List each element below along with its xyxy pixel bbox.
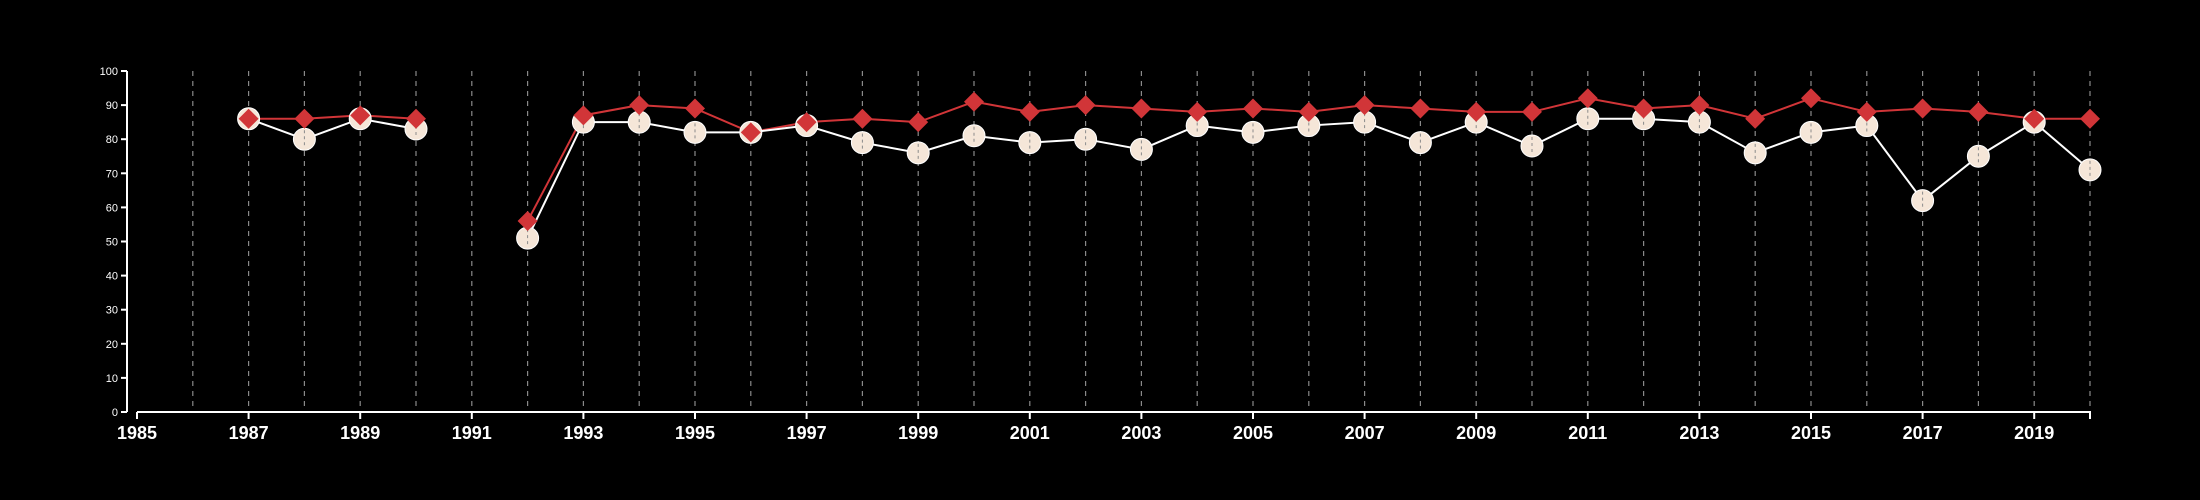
x-tick-label: 1997 — [787, 423, 827, 443]
data-point-diamond — [1856, 101, 1877, 122]
data-point-diamond — [2080, 108, 2100, 129]
y-tick-label: 10 — [106, 373, 118, 385]
y-axis-ticks: 0 10 20 30 40 50 60 70 80 90 100 — [100, 66, 127, 419]
x-tick-label: 1989 — [340, 423, 380, 443]
data-point-diamond — [517, 211, 538, 232]
data-point-diamond — [2024, 108, 2045, 129]
x-axis-ticks: 1985 1987 1989 1991 1993 1995 1997 1999 2001 2003… — [117, 412, 2091, 443]
data-point-diamond — [1466, 101, 1487, 122]
y-tick-label: 90 — [106, 100, 118, 112]
y-tick-label: 70 — [106, 168, 118, 180]
x-tick-label: 1991 — [452, 423, 492, 443]
y-tick-label: 30 — [106, 305, 118, 317]
data-point-diamond — [238, 108, 259, 129]
data-point-diamond — [1522, 101, 1542, 122]
data-point-diamond — [294, 108, 315, 129]
series-line-circle — [248, 117, 417, 141]
data-point-diamond — [1633, 98, 1654, 119]
y-tick-label: 100 — [100, 66, 118, 78]
data-point-diamond — [852, 108, 873, 129]
vertical-gridlines — [192, 71, 2091, 412]
data-point-diamond — [1298, 101, 1319, 122]
y-tick-label: 40 — [106, 271, 118, 283]
data-point-diamond — [964, 91, 984, 112]
data-point-diamond — [629, 95, 650, 116]
data-point-diamond — [1243, 98, 1263, 119]
y-tick-label: 0 — [112, 407, 118, 419]
data-point-diamond — [1745, 108, 1766, 129]
x-tick-label: 2005 — [1233, 423, 1273, 443]
y-tick-label: 50 — [106, 237, 118, 249]
series-markers — [237, 88, 2102, 250]
data-point-diamond — [796, 112, 817, 133]
data-point-diamond — [1689, 95, 1710, 116]
data-point-diamond — [1410, 98, 1431, 119]
data-point-diamond — [1019, 101, 1040, 122]
y-tick-label: 80 — [106, 134, 118, 146]
x-tick-label: 2003 — [1121, 423, 1161, 443]
x-tick-label: 1993 — [563, 423, 603, 443]
data-point-diamond — [1187, 101, 1208, 122]
x-tick-label: 2001 — [1010, 423, 1050, 443]
series-line-diamond — [248, 114, 417, 120]
data-point-diamond — [1801, 88, 1821, 109]
data-point-diamond — [1131, 98, 1152, 119]
data-point-diamond — [740, 122, 761, 143]
y-tick-label: 60 — [106, 202, 118, 214]
data-point-diamond — [406, 108, 426, 129]
x-tick-label: 1985 — [117, 423, 157, 443]
data-point-diamond — [908, 112, 929, 133]
x-tick-label: 2009 — [1456, 423, 1496, 443]
y-tick-label: 20 — [106, 339, 118, 351]
x-tick-label: 2017 — [1903, 423, 1943, 443]
data-point-diamond — [1354, 95, 1375, 116]
data-point-diamond — [685, 98, 705, 119]
x-tick-label: 2011 — [1568, 423, 1607, 443]
data-point-diamond — [573, 105, 594, 126]
data-point-diamond — [1075, 95, 1096, 116]
data-point-diamond — [1577, 88, 1598, 109]
data-point-diamond — [350, 105, 371, 126]
data-point-diamond — [1968, 101, 1989, 122]
x-tick-label: 1987 — [229, 423, 269, 443]
x-tick-label: 2015 — [1791, 423, 1831, 443]
x-tick-label: 1999 — [898, 423, 938, 443]
x-tick-label: 2013 — [1679, 423, 1719, 443]
x-tick-label: 2019 — [2014, 423, 2054, 443]
x-tick-label: 1995 — [675, 423, 715, 443]
data-point-diamond — [1912, 98, 1933, 119]
x-tick-label: 2007 — [1345, 423, 1385, 443]
